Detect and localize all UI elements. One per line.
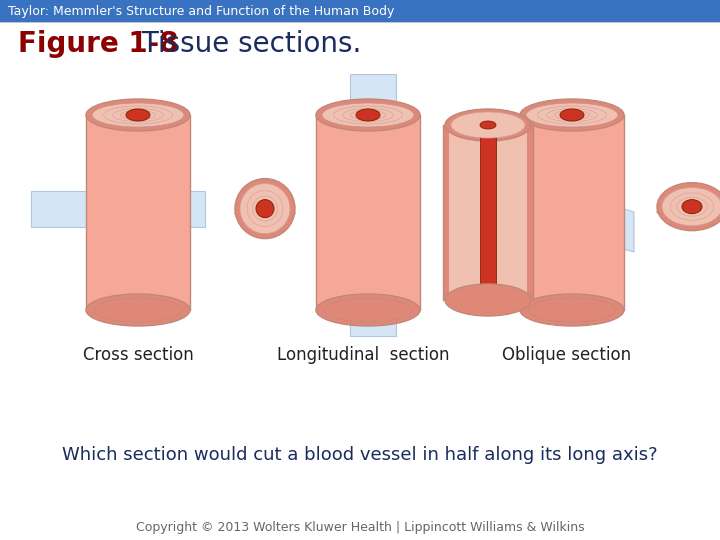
Bar bbox=[316, 115, 420, 310]
Polygon shape bbox=[470, 161, 634, 252]
Ellipse shape bbox=[662, 187, 720, 226]
Ellipse shape bbox=[528, 298, 616, 322]
Text: Longitudinal  section: Longitudinal section bbox=[276, 346, 449, 364]
Text: Taylor: Memmler's Structure and Function of the Human Body: Taylor: Memmler's Structure and Function… bbox=[8, 4, 395, 17]
Text: Tissue sections.: Tissue sections. bbox=[133, 30, 361, 58]
Ellipse shape bbox=[682, 200, 702, 214]
Bar bbox=[0, 0, 720, 22]
Ellipse shape bbox=[324, 298, 412, 322]
Polygon shape bbox=[31, 191, 205, 227]
Ellipse shape bbox=[657, 183, 720, 231]
Bar bbox=[520, 115, 624, 310]
Ellipse shape bbox=[86, 294, 190, 326]
Ellipse shape bbox=[92, 103, 184, 127]
Ellipse shape bbox=[126, 109, 150, 121]
Ellipse shape bbox=[356, 109, 380, 121]
Text: Oblique section: Oblique section bbox=[503, 346, 631, 364]
Ellipse shape bbox=[316, 294, 420, 326]
Text: Which section would cut a blood vessel in half along its long axis?: Which section would cut a blood vessel i… bbox=[62, 446, 658, 464]
Text: Copyright © 2013 Wolters Kluwer Health | Lippincott Williams & Wilkins: Copyright © 2013 Wolters Kluwer Health |… bbox=[135, 522, 585, 535]
Ellipse shape bbox=[480, 294, 496, 306]
Ellipse shape bbox=[520, 294, 624, 326]
Ellipse shape bbox=[86, 99, 190, 131]
Ellipse shape bbox=[451, 112, 525, 138]
Text: Cross section: Cross section bbox=[83, 346, 194, 364]
Ellipse shape bbox=[322, 103, 414, 127]
Bar bbox=[443, 125, 449, 300]
Ellipse shape bbox=[445, 109, 531, 141]
Ellipse shape bbox=[240, 184, 290, 234]
Ellipse shape bbox=[445, 284, 531, 316]
Ellipse shape bbox=[560, 109, 584, 121]
Text: Figure 1-8: Figure 1-8 bbox=[18, 30, 179, 58]
Ellipse shape bbox=[520, 99, 624, 131]
Bar bbox=[86, 115, 190, 310]
Ellipse shape bbox=[235, 207, 295, 220]
Ellipse shape bbox=[480, 121, 496, 129]
Bar bbox=[527, 125, 533, 300]
Ellipse shape bbox=[316, 99, 420, 131]
Ellipse shape bbox=[94, 298, 182, 322]
Bar bbox=[480, 137, 496, 300]
Ellipse shape bbox=[657, 205, 720, 219]
Bar bbox=[448, 125, 528, 300]
Ellipse shape bbox=[256, 200, 274, 218]
Ellipse shape bbox=[235, 179, 295, 239]
Ellipse shape bbox=[526, 103, 618, 127]
Polygon shape bbox=[350, 74, 396, 336]
